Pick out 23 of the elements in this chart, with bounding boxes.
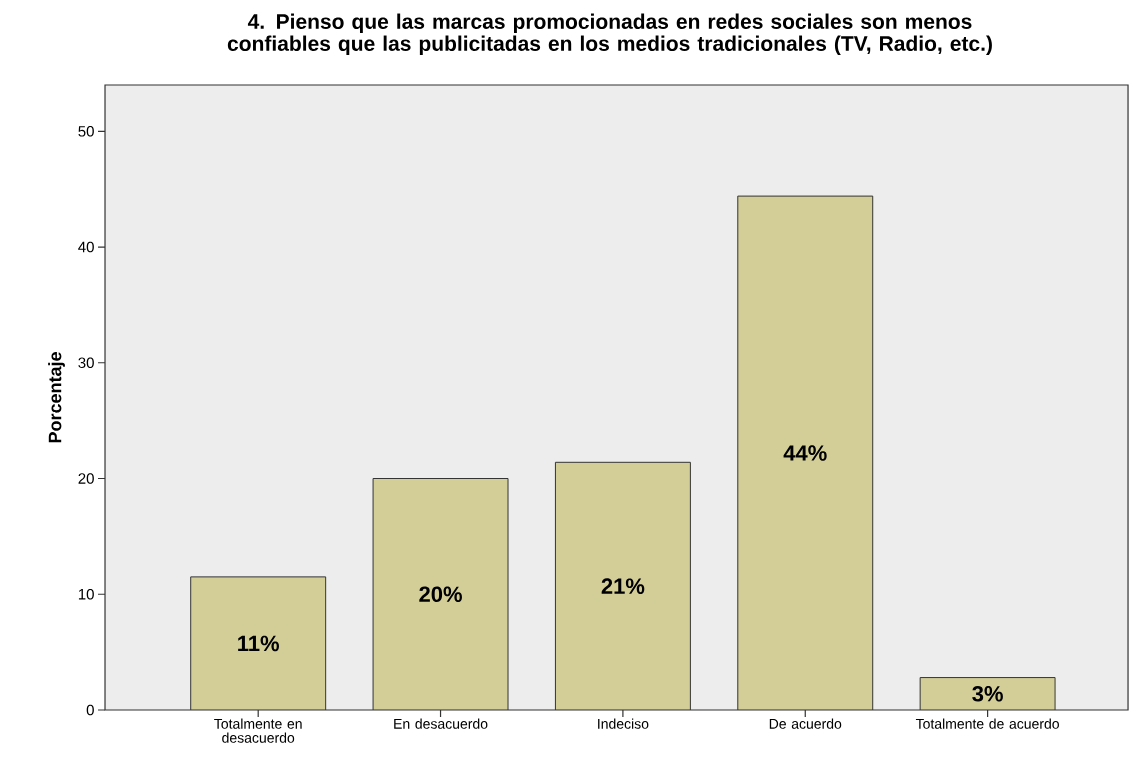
x-tick-label: Indeciso — [598, 718, 649, 729]
chart-title: 4. Pienso que las marcas promocionadas en redes sociales son menos confiables que las publicitadas en los medios tradicionales (TV, Radio, etc.) — [227, 13, 992, 56]
bar — [919, 677, 1056, 710]
y-tick-label: 10 — [78, 588, 94, 600]
data-label: 11% — [238, 635, 280, 652]
x-tick-label: De acuerdo — [769, 718, 842, 729]
bar — [190, 576, 327, 710]
x-tick-label: En desacuerdo — [394, 718, 488, 729]
y-tick-label: 50 — [78, 125, 94, 137]
y-axis-title: Porcentaje — [48, 352, 65, 443]
data-label: 44% — [783, 445, 827, 461]
y-tick-label: 20 — [78, 473, 94, 484]
x-tick-label: Totalmente en desacuerdo — [214, 718, 302, 743]
data-label: 20% — [419, 586, 462, 603]
data-label: 21% — [601, 578, 645, 594]
y-tick-label: 40 — [78, 241, 94, 253]
y-tick-label: 0 — [86, 704, 94, 716]
bar — [555, 462, 691, 710]
bar — [372, 478, 509, 710]
bar — [737, 195, 874, 710]
data-label: 3% — [972, 685, 1003, 702]
x-tick-label: Totalmente de acuerdo — [915, 718, 1059, 729]
y-tick-label: 30 — [78, 357, 94, 369]
